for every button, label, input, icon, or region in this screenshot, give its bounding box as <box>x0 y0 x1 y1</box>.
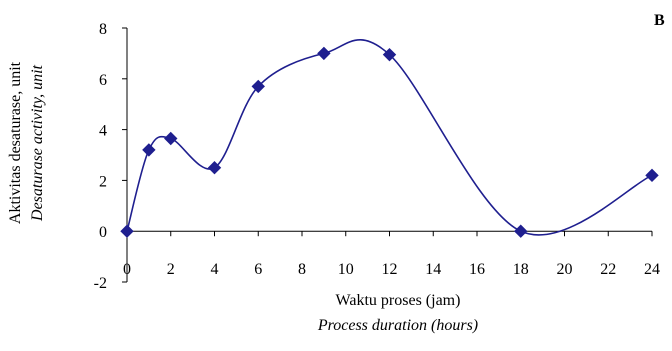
y-tick-label: 2 <box>99 173 107 190</box>
x-axis-label: Waktu proses (jam) <box>336 292 461 309</box>
axes <box>122 27 653 283</box>
y-tick-label: 8 <box>99 21 107 38</box>
x-tick-label: 4 <box>211 261 219 278</box>
data-point <box>317 46 331 61</box>
y-axis-label: Aktivitas desaturase, unit <box>7 61 24 224</box>
data-point <box>382 47 397 62</box>
x-tick-label: 16 <box>469 261 485 278</box>
y-axis-label-secondary: Desaturase activity, unit <box>29 64 46 222</box>
x-tick-label: 10 <box>338 261 354 278</box>
x-tick-label: 8 <box>298 261 306 278</box>
y-tick-label: 6 <box>99 72 107 89</box>
data-point <box>514 224 528 238</box>
y-tick-label: 0 <box>99 224 107 241</box>
series-line <box>126 39 653 236</box>
x-tick-label: 20 <box>557 261 573 278</box>
x-tick-label: 22 <box>600 261 616 278</box>
x-tick-label: 18 <box>513 261 529 278</box>
x-tick-label: 6 <box>254 261 262 278</box>
data-markers <box>120 46 659 238</box>
x-tick-label: 2 <box>167 261 175 278</box>
y-tick-label: 4 <box>99 123 107 140</box>
x-tick-label: 12 <box>382 261 398 278</box>
panel-label: B <box>654 12 665 29</box>
x-tick-label: 14 <box>425 261 441 278</box>
data-point <box>207 160 222 175</box>
x-tick-label: 24 <box>644 261 660 278</box>
data-point <box>251 79 265 94</box>
y-tick-label: -2 <box>94 275 107 292</box>
data-point <box>164 131 178 146</box>
x-tick-label: 0 <box>123 261 131 278</box>
x-axis-label-secondary: Process duration (hours) <box>317 317 478 334</box>
data-point <box>120 224 134 238</box>
data-point <box>142 143 156 157</box>
data-point <box>645 168 659 183</box>
